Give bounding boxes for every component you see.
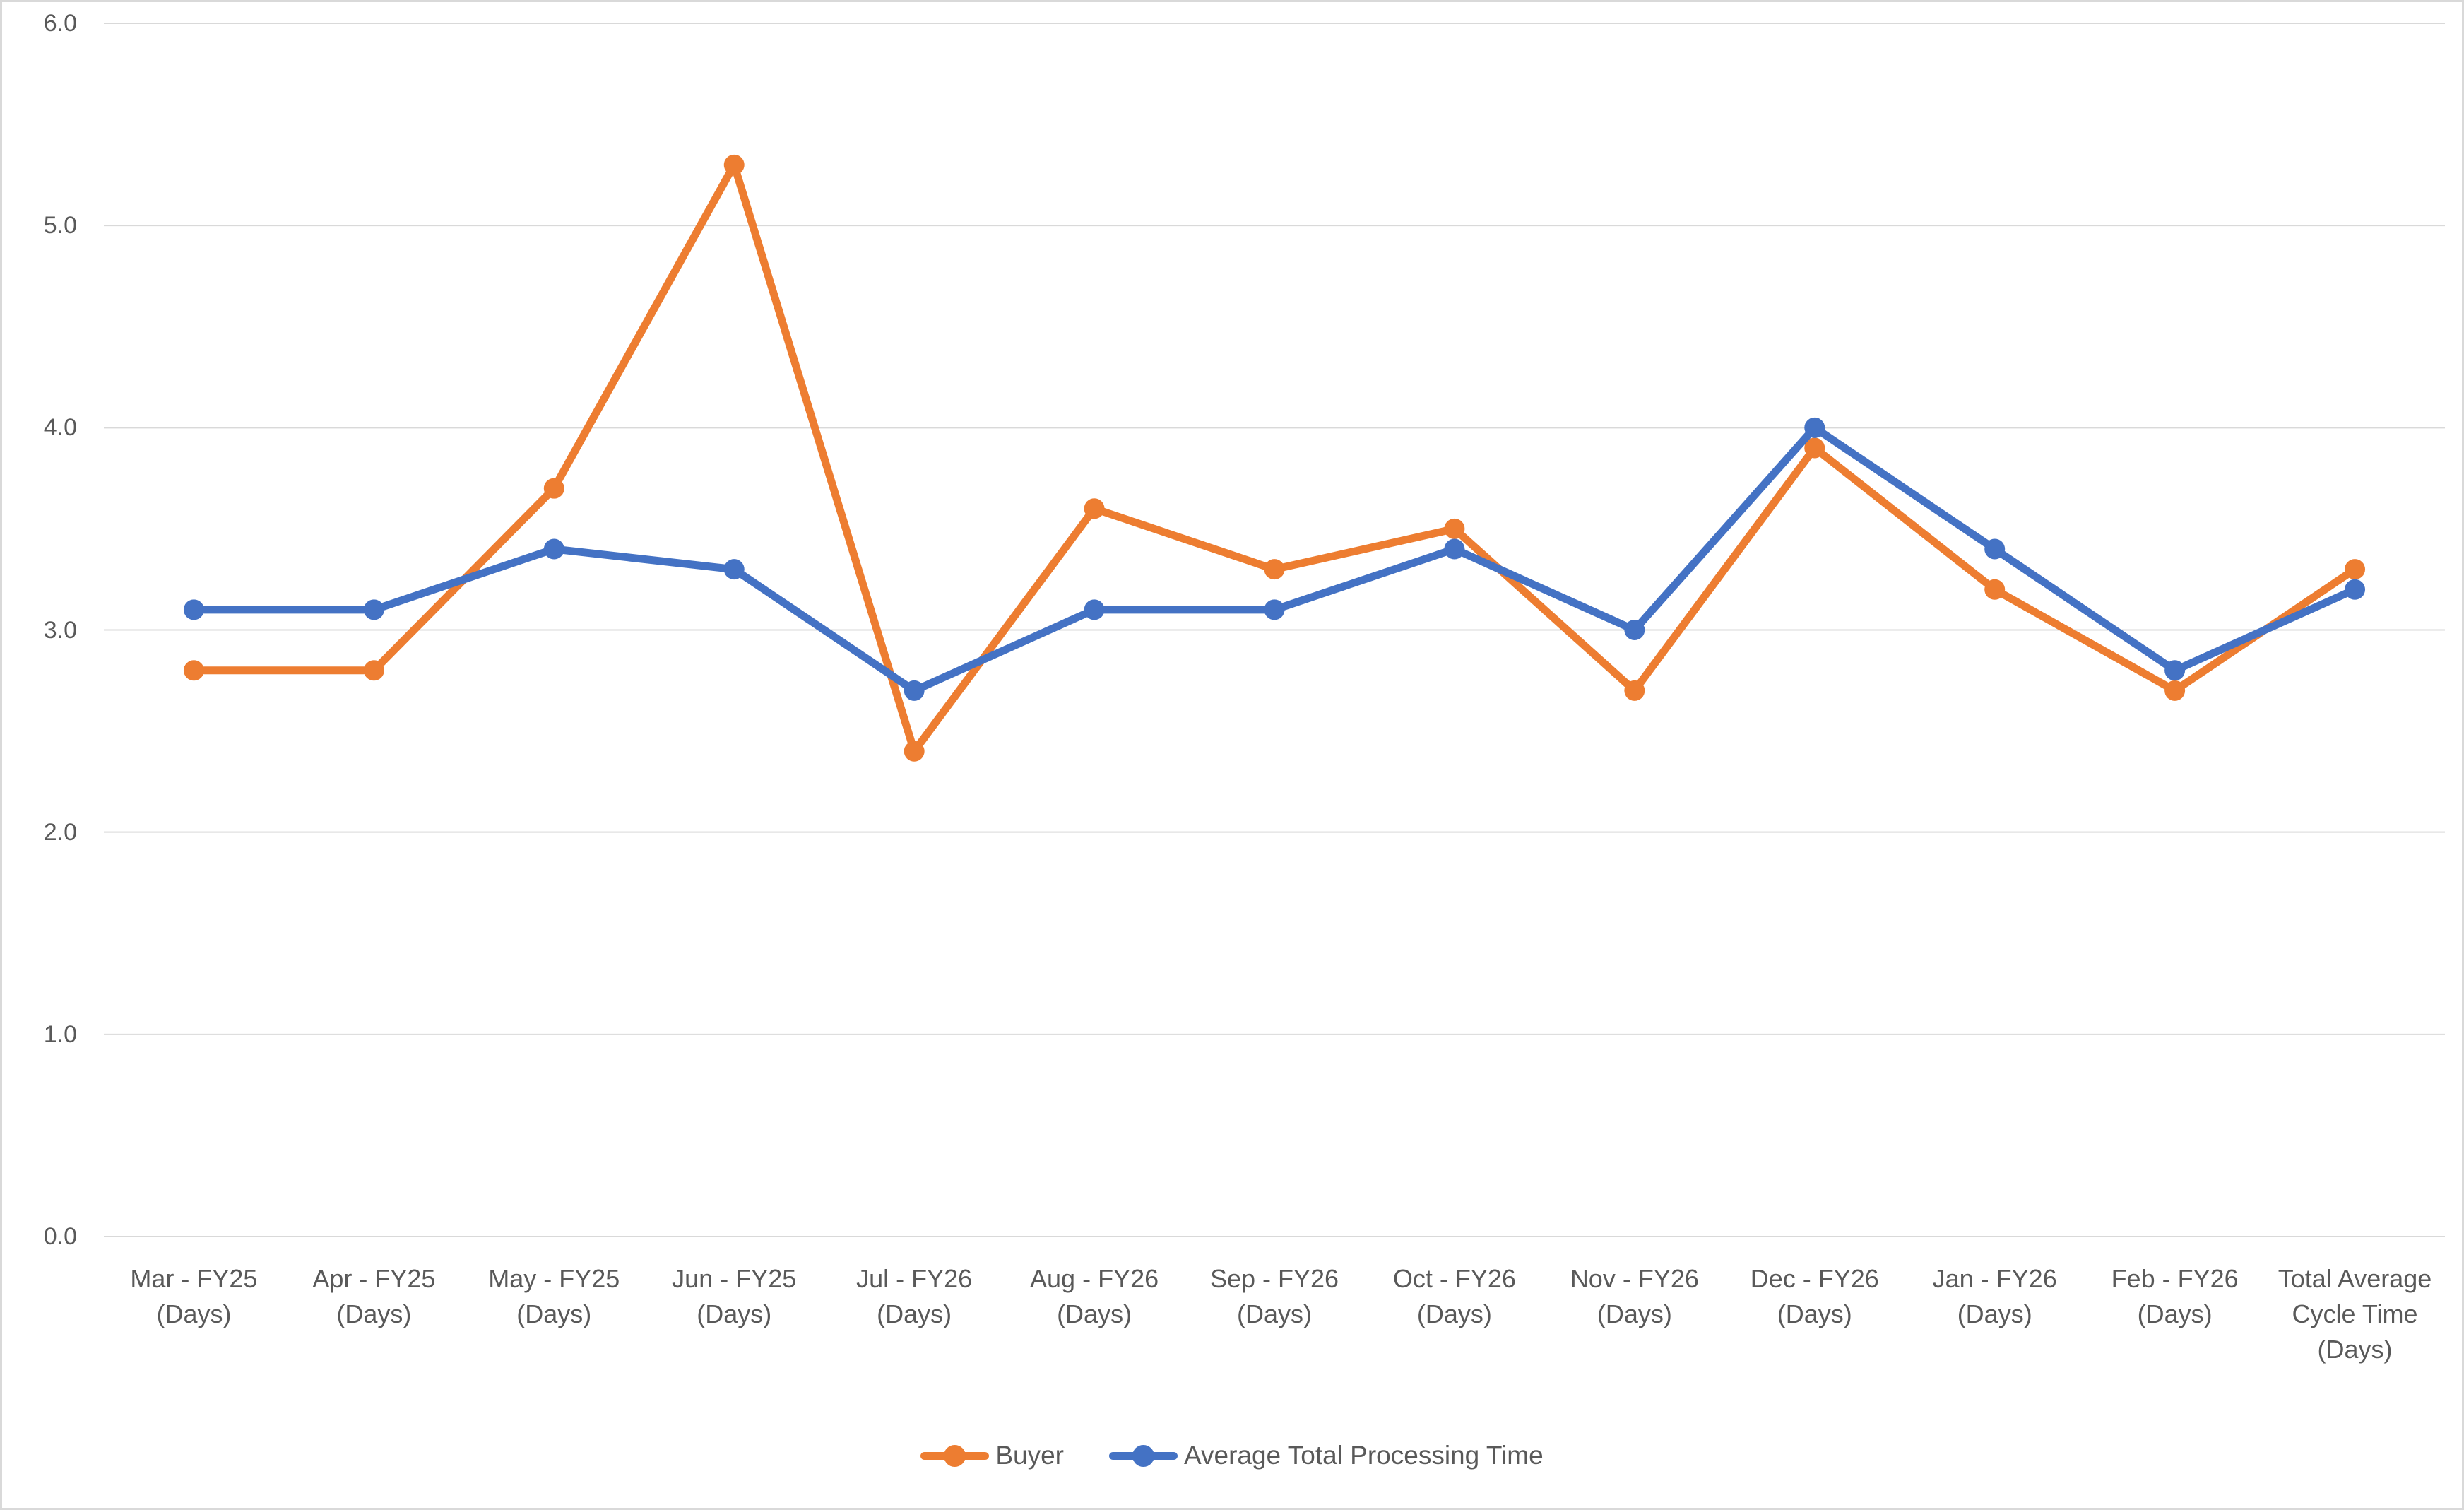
data-point-average-total-processing-time: [1804, 417, 1825, 438]
data-point-average-total-processing-time: [1624, 620, 1645, 640]
legend-item-average-total-processing-time: Average Total Processing Time: [1108, 1441, 1544, 1470]
data-point-buyer: [2345, 559, 2366, 580]
y-axis-tick-label: 0.0: [43, 1223, 77, 1250]
data-point-buyer: [723, 154, 745, 175]
data-point-buyer: [1804, 437, 1825, 459]
y-axis-tick-label: 1.0: [43, 1020, 77, 1048]
data-point-buyer: [1624, 680, 1645, 701]
data-point-buyer: [543, 478, 564, 499]
series-line-buyer: [194, 160, 2357, 755]
x-axis-label: Dec - FY26 (Days): [1750, 1264, 1879, 1328]
x-axis-label: Apr - FY25 (Days): [312, 1264, 436, 1328]
legend-item-buyer: Buyer: [920, 1441, 1064, 1470]
x-axis-label: Nov - FY26 (Days): [1570, 1264, 1699, 1328]
data-point-buyer: [1444, 518, 1465, 539]
data-point-buyer: [1984, 579, 2006, 600]
data-point-average-total-processing-time: [2345, 579, 2366, 600]
legend-dot-icon: [944, 1444, 966, 1467]
data-point-buyer: [1264, 559, 1285, 580]
data-point-average-total-processing-time: [2164, 660, 2186, 681]
x-axis-label: Total Average Cycle Time (Days): [2278, 1264, 2432, 1364]
x-axis-label: Oct - FY26 (Days): [1392, 1264, 1516, 1328]
data-point-average-total-processing-time: [183, 599, 204, 620]
y-axis-tick-label: 6.0: [43, 10, 77, 37]
data-point-average-total-processing-time: [904, 680, 925, 701]
data-point-buyer: [363, 660, 384, 681]
data-point-average-total-processing-time: [1084, 599, 1105, 620]
x-axis-label: Jul - FY26 (Days): [856, 1264, 973, 1328]
data-point-buyer: [904, 741, 925, 762]
x-axis-label: Mar - FY25 (Days): [130, 1264, 258, 1328]
data-point-buyer: [2164, 680, 2186, 701]
data-point-average-total-processing-time: [1444, 538, 1465, 560]
x-axis-label: Jan - FY26 (Days): [1932, 1264, 2057, 1328]
x-axis-label: Sep - FY26 (Days): [1209, 1264, 1339, 1328]
legend-marker-average-total-processing-time: [1108, 1444, 1178, 1467]
data-point-average-total-processing-time: [363, 599, 384, 620]
y-axis-tick-label: 2.0: [43, 818, 77, 846]
data-point-average-total-processing-time: [1264, 599, 1285, 620]
x-axis-label: Aug - FY26 (Days): [1030, 1264, 1159, 1328]
legend-dot-icon: [1132, 1444, 1154, 1467]
data-point-average-total-processing-time: [723, 559, 745, 580]
data-point-buyer: [183, 660, 204, 681]
x-axis-label: May - FY25 (Days): [488, 1264, 620, 1328]
y-axis-tick-label: 3.0: [43, 616, 77, 644]
chart-legend: Buyer Average Total Processing Time: [2, 1441, 2462, 1470]
x-axis-label: Jun - FY25 (Days): [672, 1264, 797, 1328]
x-axis-label: Feb - FY26 (Days): [2111, 1264, 2239, 1328]
legend-label-buyer: Buyer: [995, 1441, 1064, 1470]
legend-marker-buyer: [920, 1444, 990, 1467]
data-point-average-total-processing-time: [1984, 538, 2006, 560]
y-axis-tick-label: 5.0: [43, 212, 77, 240]
y-axis-tick-label: 4.0: [43, 414, 77, 442]
data-point-buyer: [1084, 498, 1105, 519]
data-point-average-total-processing-time: [543, 538, 564, 560]
legend-label-average-total-processing-time: Average Total Processing Time: [1183, 1441, 1544, 1470]
